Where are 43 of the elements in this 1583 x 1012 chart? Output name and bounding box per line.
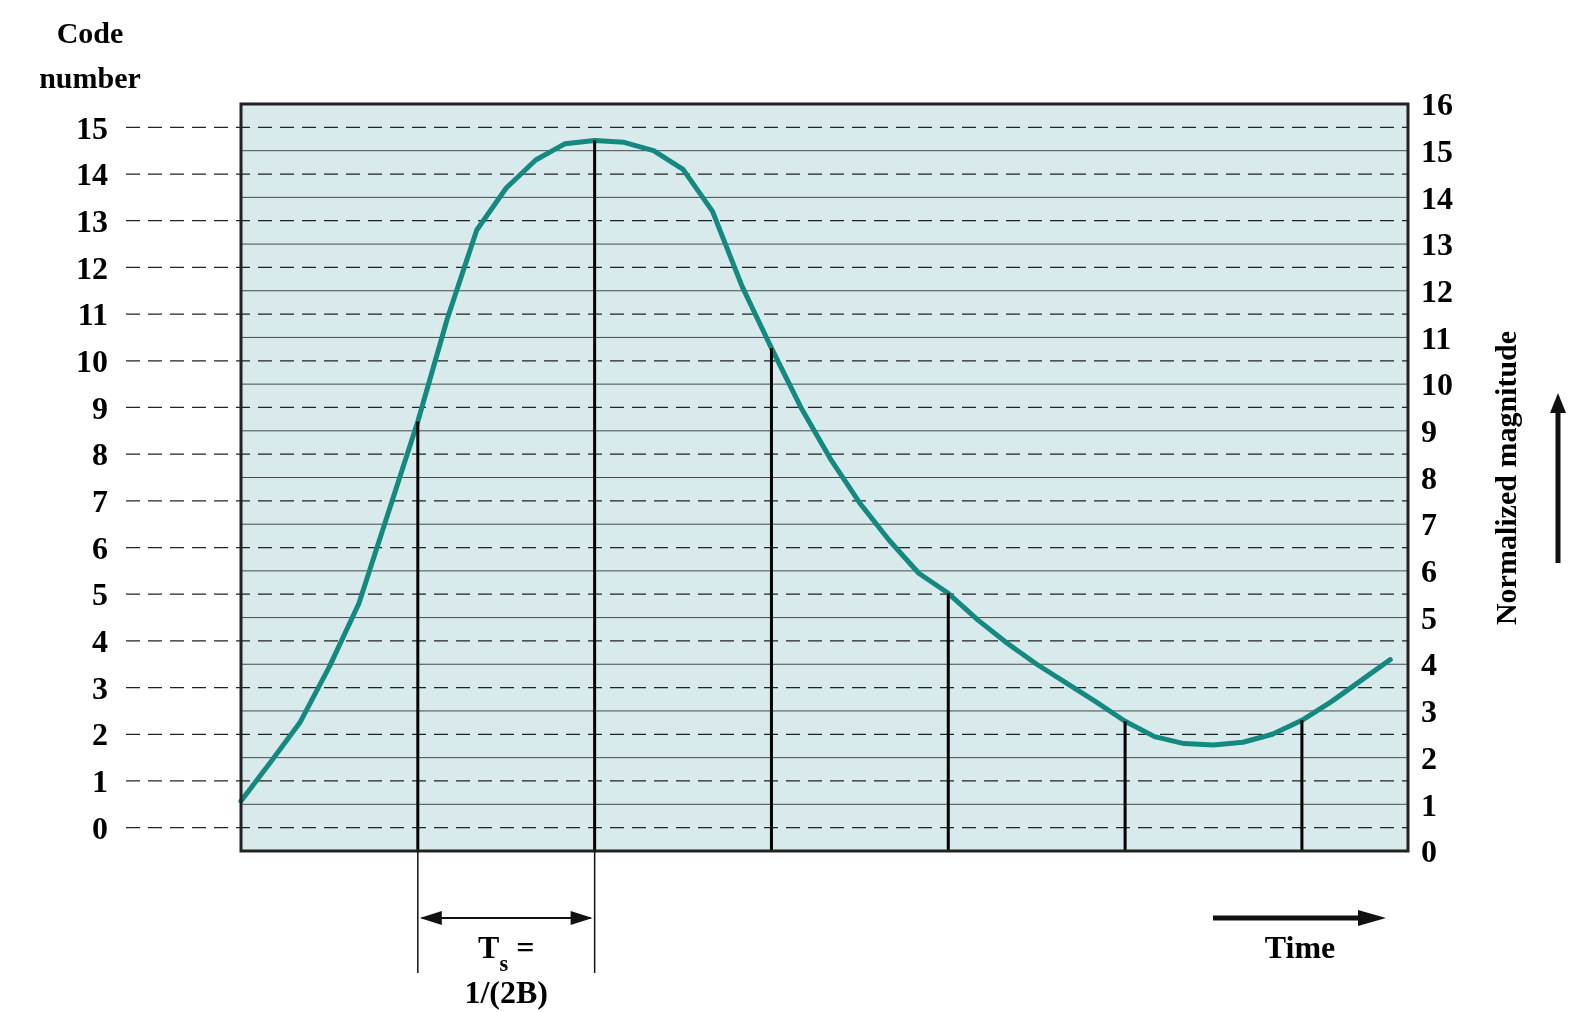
y-tick-label: 5	[92, 576, 108, 613]
y2-tick-label: 15	[1421, 132, 1453, 169]
bar	[593, 140, 597, 851]
y2-tick-label: 10	[1421, 366, 1453, 403]
bar	[769, 348, 773, 851]
y-tick-label: 1	[92, 763, 108, 800]
y2-tick-label: 16	[1421, 86, 1453, 123]
bar	[1300, 720, 1304, 851]
y2-tick-label: 0	[1421, 833, 1437, 870]
y-tick-label: 12	[76, 249, 108, 286]
y2-tick-label: 2	[1421, 739, 1437, 776]
y2-axis-title: Normalized magnitude	[1489, 330, 1522, 626]
y-tick-label: 14	[76, 156, 108, 193]
y-tick-label: 11	[77, 296, 108, 333]
y2-tick-label: 6	[1421, 553, 1437, 590]
y2-tick-label: 7	[1421, 506, 1437, 543]
y-axis-title: Code number	[39, 16, 141, 94]
y-tick-label: 2	[92, 716, 108, 753]
y-tick-label: 15	[76, 109, 108, 146]
text: Time	[1264, 929, 1336, 965]
bar	[416, 421, 420, 851]
y2-tick-label: 9	[1421, 413, 1437, 450]
y-tick-label: 4	[92, 623, 108, 660]
y-tick-label: 10	[76, 342, 108, 379]
y-tick-label: 13	[76, 202, 108, 239]
y2-tick-label: 3	[1421, 693, 1437, 730]
y-tick-label: 7	[92, 483, 108, 520]
y2-tick-label: 12	[1421, 272, 1453, 309]
y-tick-label: 8	[92, 436, 108, 473]
y2-tick-label: 4	[1421, 646, 1437, 683]
y2-tick-label: 8	[1421, 459, 1437, 496]
y2-tick-label: 1	[1421, 786, 1437, 823]
y2-tick-label: 14	[1421, 179, 1453, 216]
y-tick-label: 3	[92, 669, 108, 706]
y-tick-label: 0	[92, 809, 108, 846]
y-tick-label: 6	[92, 529, 108, 566]
y2-tick-label: 11	[1421, 319, 1452, 356]
y2-tick-label: 5	[1421, 599, 1437, 636]
y-tick-label: 9	[92, 389, 108, 426]
bar	[946, 593, 950, 851]
bar	[1123, 721, 1127, 851]
y2-tick-label: 13	[1421, 226, 1453, 263]
text: T$_{s}$ = 1/(2B)	[464, 929, 548, 1010]
